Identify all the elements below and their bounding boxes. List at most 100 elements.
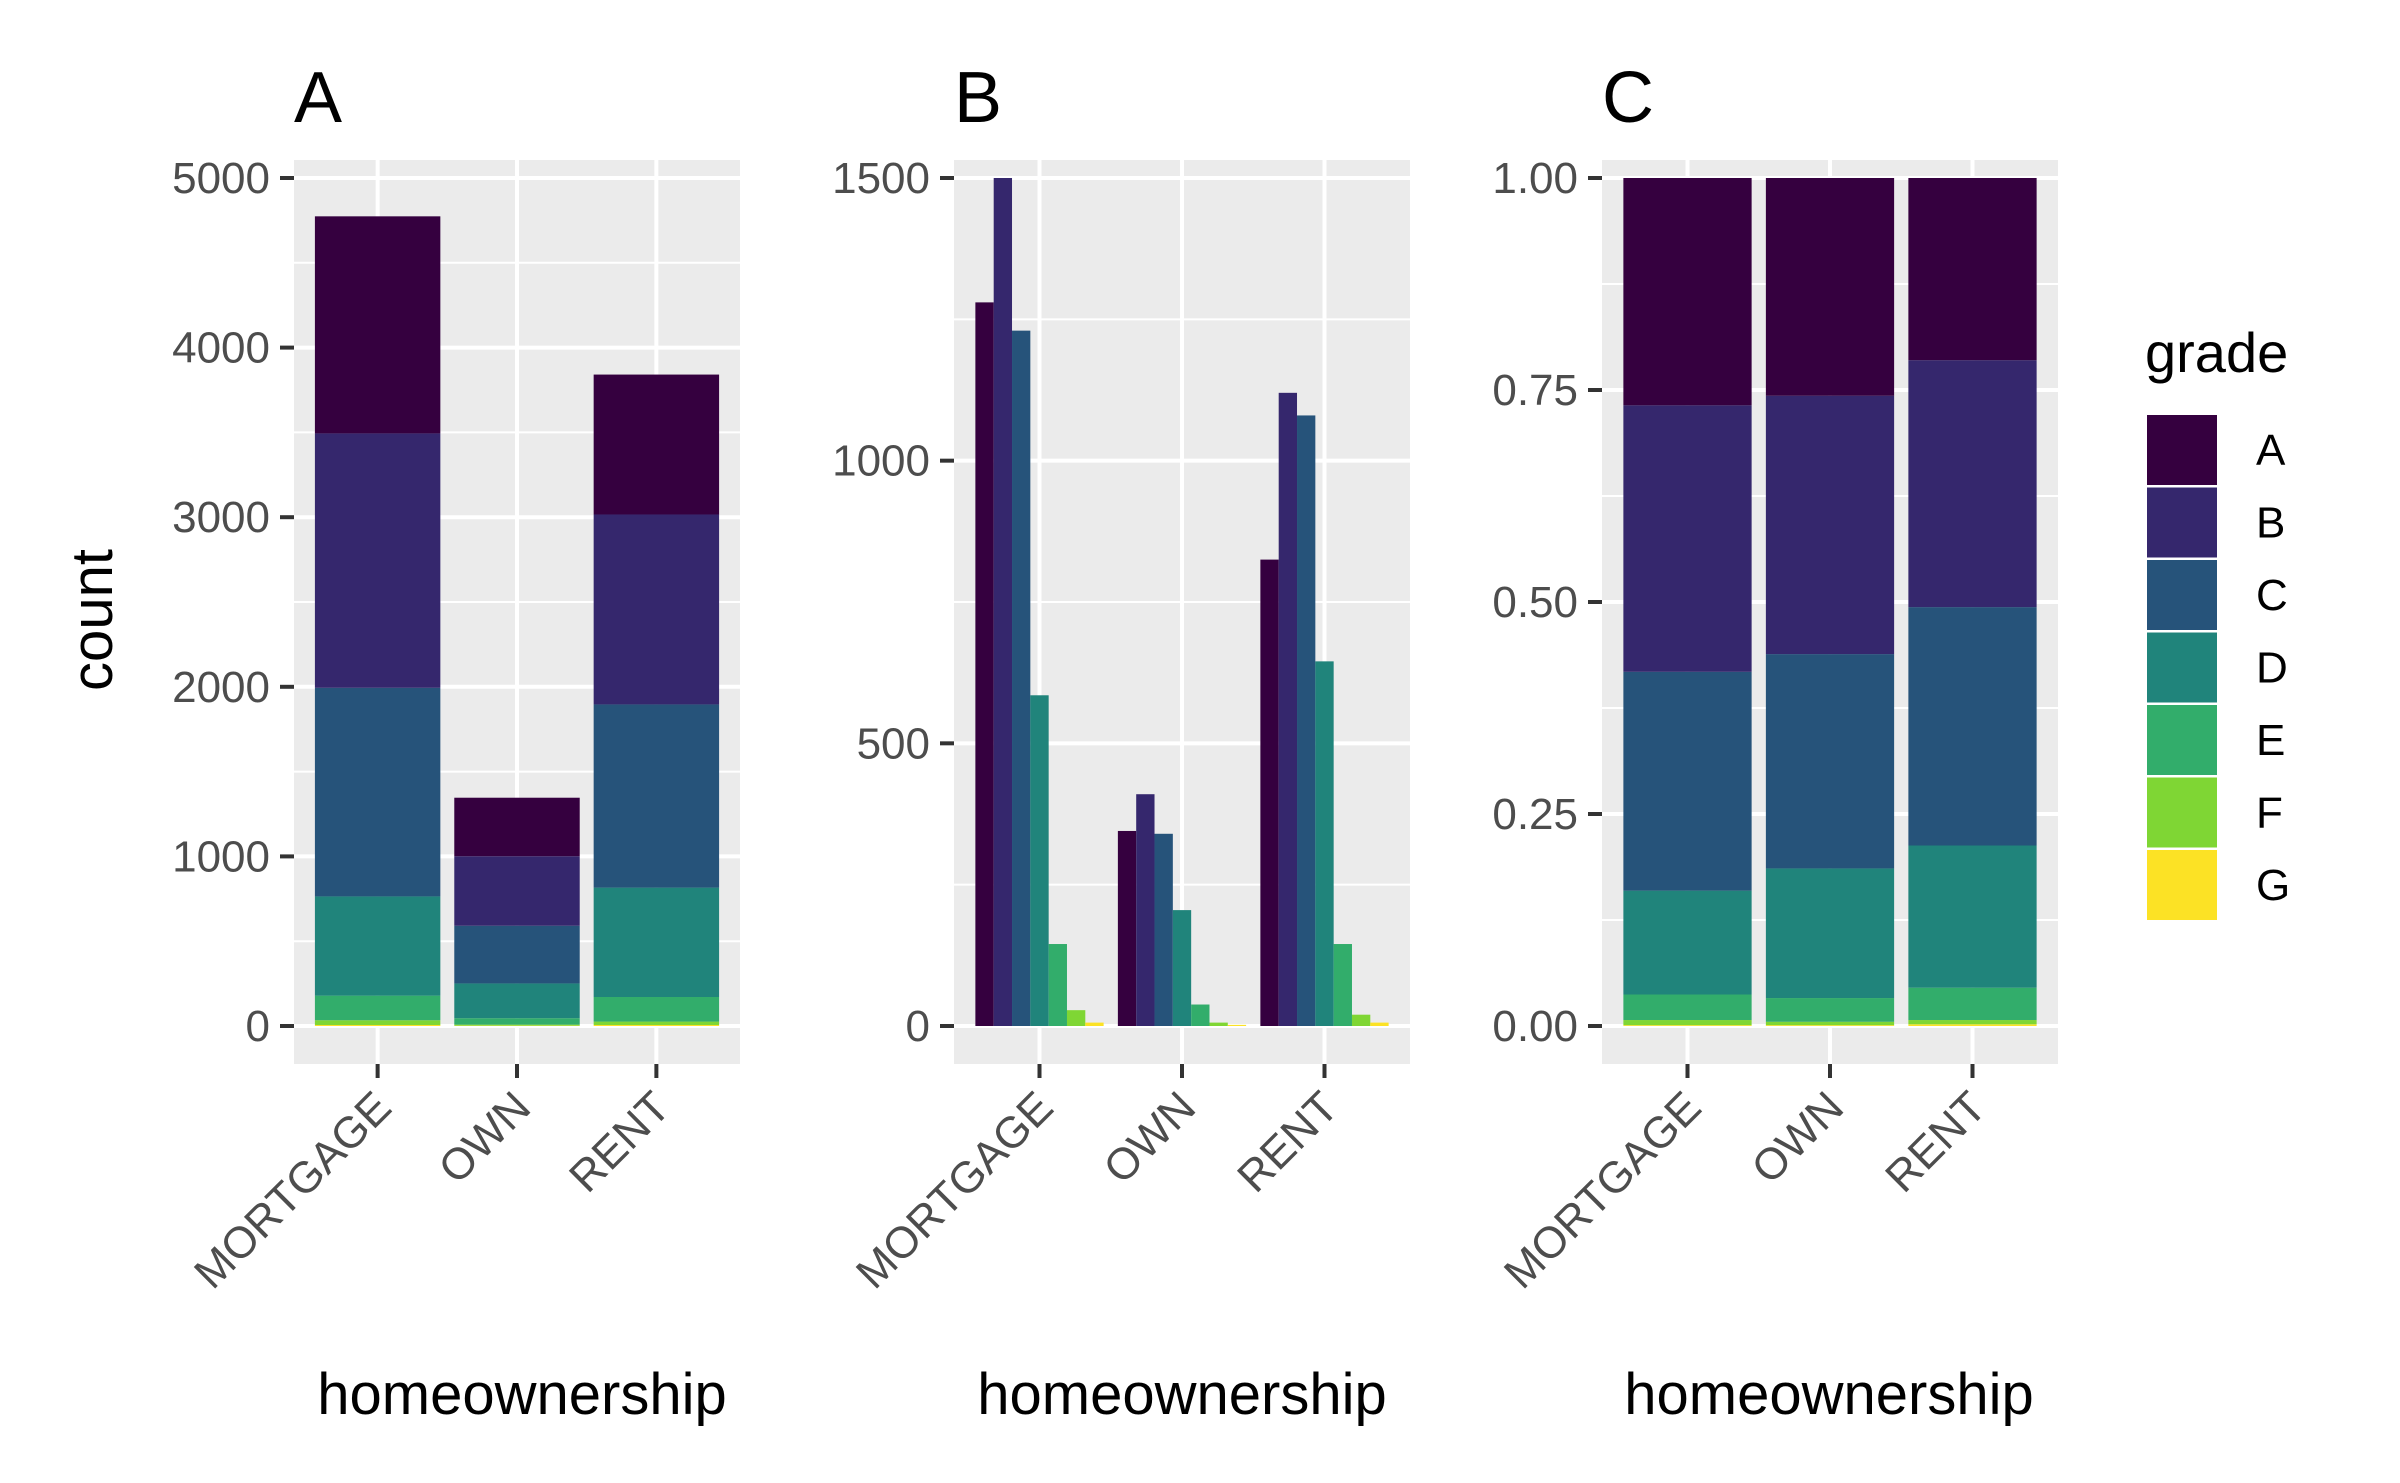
y-tick-label: 0.50 [1492, 578, 1578, 627]
legend-label-f: F [2256, 789, 2283, 838]
bar-mortgage-grade-c [1623, 671, 1752, 891]
bar-rent-grade-g [593, 1024, 720, 1026]
bar-mortgage-grade-e [1048, 944, 1067, 1026]
bar-mortgage-grade-b [314, 433, 441, 688]
legend-swatch-a [2145, 413, 2219, 487]
panel-a-x-axis-title: homeownership [317, 1362, 726, 1427]
bar-rent-grade-c [1908, 607, 2037, 846]
bar-own-grade-b [454, 856, 580, 926]
y-tick-label: 4000 [172, 324, 270, 373]
bar-rent-grade-a [593, 374, 720, 515]
bar-rent-grade-c [1297, 415, 1316, 1026]
panel-b-title: B [954, 58, 1002, 138]
bar-mortgage-grade-f [1066, 1010, 1086, 1026]
bar-rent-grade-f [593, 1021, 720, 1025]
bar-mortgage-grade-e [1623, 994, 1752, 1021]
legend-label-d: D [2256, 644, 2288, 693]
bar-mortgage-grade-f [1623, 1020, 1752, 1026]
y-tick-label: 0 [906, 1002, 930, 1051]
bar-mortgage-grade-d [1623, 890, 1752, 995]
bar-own-grade-d [1172, 910, 1192, 1026]
bar-mortgage-grade-a [1623, 178, 1752, 406]
bar-rent-grade-e [1908, 987, 2037, 1021]
legend-swatch-d [2145, 630, 2219, 705]
bar-own-grade-c [454, 925, 580, 984]
bar-mortgage-grade-a [975, 302, 994, 1027]
y-tick-label: 0.75 [1492, 366, 1578, 415]
x-tick-label-own: OWN [429, 1082, 540, 1193]
legend-swatch-c [2145, 558, 2219, 632]
bar-mortgage-grade-b [993, 178, 1013, 1026]
y-tick-label: 0.25 [1492, 790, 1578, 839]
bar-own-grade-b [1136, 794, 1155, 1026]
y-tick-label: 2000 [172, 663, 270, 712]
bar-rent-grade-b [593, 514, 720, 705]
x-tick-label-mortgage: MORTGAGE [1495, 1082, 1711, 1298]
legend-swatch-g [2145, 848, 2219, 922]
bar-own-grade-d [1765, 868, 1895, 999]
bar-rent-grade-d [1908, 845, 2037, 988]
bar-rent-grade-b [1908, 360, 2037, 608]
legend-label-g: G [2256, 861, 2290, 910]
bar-rent-grade-a [1260, 559, 1279, 1026]
bar-rent-grade-d [593, 887, 720, 997]
bar-rent-grade-b [1278, 392, 1298, 1026]
bar-rent-grade-g [1370, 1022, 1389, 1026]
bar-mortgage-grade-d [314, 896, 441, 996]
y-tick-label: 500 [857, 719, 930, 768]
y-tick-label: 0.00 [1492, 1002, 1578, 1051]
bar-mortgage-grade-f [314, 1020, 441, 1025]
y-tick-label: 1500 [832, 154, 930, 203]
panel-c-title: C [1602, 58, 1654, 138]
bar-mortgage-grade-b [1623, 405, 1752, 672]
panel-a-y-axis-title: count [60, 549, 125, 691]
bar-mortgage-grade-a [314, 216, 441, 434]
bar-own-grade-f [454, 1024, 580, 1026]
bar-mortgage-grade-c [1012, 330, 1031, 1026]
bar-own-grade-c [1154, 833, 1173, 1026]
y-tick-label: 0 [246, 1002, 270, 1051]
y-tick-label: 1000 [172, 832, 270, 881]
x-tick-label-own: OWN [1094, 1082, 1205, 1193]
panel-a: 0 1000 2000 3000 4000 5000 MORTGAGE OWN RENT [172, 154, 740, 1298]
bar-own-grade-a [1117, 830, 1137, 1026]
legend-title: grade [2145, 321, 2288, 384]
bar-own-grade-e [454, 1018, 580, 1025]
bar-rent-grade-f [1351, 1014, 1371, 1026]
bar-own-grade-e [1765, 998, 1895, 1022]
legend-label-e: E [2256, 716, 2285, 765]
bar-mortgage-grade-g [314, 1024, 441, 1026]
bar-mortgage-grade-g [1085, 1022, 1104, 1026]
y-tick-label: 1000 [832, 437, 930, 486]
y-tick-label: 5000 [172, 154, 270, 203]
bar-own-grade-a [1765, 178, 1895, 396]
y-tick-label: 3000 [172, 493, 270, 542]
bar-mortgage-grade-e [314, 995, 441, 1021]
bar-rent-grade-g [1908, 1024, 2037, 1026]
legend-swatch-b [2145, 485, 2219, 560]
bar-mortgage-grade-g [1623, 1025, 1752, 1026]
bar-mortgage-grade-d [1030, 695, 1049, 1026]
bar-own-grade-c [1765, 654, 1895, 869]
bar-own-grade-d [454, 983, 580, 1019]
x-tick-label-rent: RENT [1228, 1082, 1347, 1201]
x-tick-label-mortgage: MORTGAGE [185, 1082, 401, 1298]
panel-c: 0.00 0.25 0.50 0.75 1.00 MORTGAGE OWN RENT [1492, 154, 2058, 1298]
panel-c-x-axis-title: homeownership [1624, 1362, 2033, 1427]
bar-own-grade-a [454, 797, 580, 857]
legend-label-a: A [2256, 426, 2286, 475]
bar-rent-grade-e [1333, 944, 1352, 1026]
legend-swatch-e [2145, 703, 2219, 777]
bar-own-grade-f [1765, 1021, 1895, 1026]
bar-own-grade-g [1227, 1024, 1247, 1026]
bar-own-grade-g [1765, 1025, 1895, 1026]
legend-label-c: C [2256, 571, 2288, 620]
legend-label-b: B [2256, 499, 2285, 548]
x-tick-label-mortgage: MORTGAGE [847, 1082, 1063, 1298]
legend-swatch-f [2145, 775, 2219, 850]
panel-b-x-axis-title: homeownership [977, 1362, 1386, 1427]
bar-mortgage-grade-c [314, 687, 441, 897]
panel-b: 0 500 1000 1500 MORTGAGE OWN RENT [832, 154, 1410, 1298]
